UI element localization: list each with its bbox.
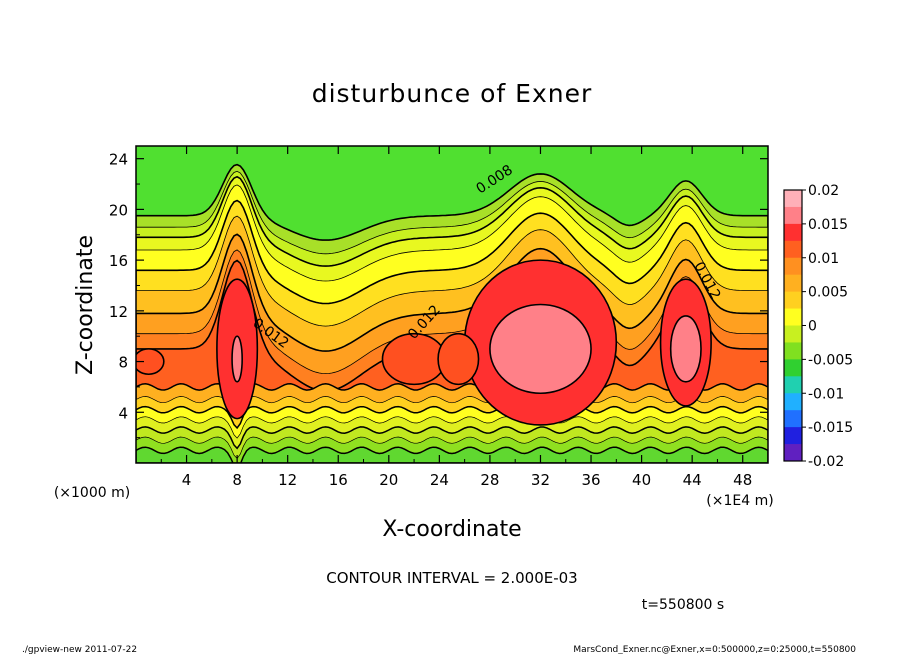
contour-core	[231, 335, 243, 383]
contour-core	[136, 348, 165, 376]
colorbar-swatch	[784, 257, 802, 276]
chart-title: disturbunce of Exner	[312, 79, 593, 108]
y-unit-label: (×1000 m)	[54, 485, 130, 501]
x-tick-label: 20	[379, 471, 398, 489]
plot-area	[136, 146, 768, 463]
colorbar-swatch	[784, 308, 802, 326]
y-tick-label: 20	[109, 201, 128, 219]
y-axis-ticks	[136, 158, 768, 439]
colorbar-swatch	[784, 376, 802, 394]
x-tick-label: 24	[430, 471, 449, 489]
contour-lines	[136, 259, 712, 426]
colorbar-swatch	[784, 223, 802, 242]
y-tick-label: 4	[118, 404, 128, 422]
colorbar-swatch	[784, 444, 802, 462]
colorbar-label: -0.015	[808, 420, 853, 436]
x-axis-ticks	[160, 146, 769, 463]
x-tick-label: 44	[683, 471, 702, 489]
colorbar-swatch	[784, 274, 802, 293]
colorbar-swatch	[784, 427, 802, 445]
colorbar-label: 0.015	[808, 217, 848, 233]
colorbar	[783, 189, 806, 462]
x-tick-label: 16	[329, 471, 348, 489]
contour-core	[437, 332, 480, 386]
colorbar-swatch	[784, 325, 802, 343]
y-tick-label: 8	[118, 354, 128, 372]
time-label: t=550800 s	[642, 597, 724, 613]
x-tick-label: 48	[733, 471, 752, 489]
colorbar-labels: 0.02 0.015 0.01 0.005 0 -0.005 -0.01 -0.015 -0.0…	[808, 183, 853, 470]
colorbar-swatch	[784, 342, 802, 360]
y-axis-label: Z-coordinate	[73, 235, 98, 375]
colorbar-label: -0.02	[808, 454, 844, 470]
contour-bands	[136, 163, 768, 463]
colorbar-label: -0.01	[808, 386, 844, 402]
colorbar-swatch	[784, 190, 802, 208]
footer-left: ./gpview-new 2011-07-22	[22, 645, 137, 654]
x-tick-label: 40	[632, 471, 651, 489]
colorbar-label: -0.005	[808, 352, 853, 368]
colorbar-swatch	[784, 410, 802, 428]
colorbar-label: 0	[808, 319, 817, 335]
x-tick-label: 28	[480, 471, 499, 489]
colorbar-label: 0.01	[808, 251, 839, 267]
x-unit-label: (×1E4 m)	[706, 493, 773, 509]
colorbar-swatch	[784, 291, 802, 310]
y-tick-label: 16	[109, 252, 128, 270]
y-tick-label: 24	[109, 151, 128, 169]
x-tick-label: 36	[581, 471, 600, 489]
x-tick-label: 32	[531, 471, 550, 489]
contour-band	[136, 446, 768, 463]
x-axis-tick-labels: 4 8 12 16 20 24 28 32 36 40 44 48	[182, 471, 752, 489]
y-axis-tick-labels: 4 8 12 16 20 24	[109, 151, 128, 423]
contour-core	[489, 303, 592, 395]
contour-interval-text: CONTOUR INTERVAL = 2.000E-03	[326, 569, 577, 587]
x-tick-label: 12	[278, 471, 297, 489]
x-axis-label: X-coordinate	[382, 517, 521, 542]
colorbar-swatch	[784, 240, 802, 259]
y-tick-label: 12	[109, 303, 128, 321]
colorbar-swatch	[784, 393, 802, 411]
colorbar-label: 0.005	[808, 285, 848, 301]
colorbar-swatch	[784, 206, 802, 225]
colorbar-label: 0.02	[808, 183, 839, 199]
x-tick-label: 8	[232, 471, 242, 489]
contour-core	[669, 315, 702, 383]
colorbar-swatch	[784, 359, 802, 377]
plot-frame	[135, 145, 769, 464]
x-tick-label: 4	[182, 471, 192, 489]
footer-right: MarsCond_Exner.nc@Exner,x=0:500000,z=0:2…	[573, 645, 856, 654]
